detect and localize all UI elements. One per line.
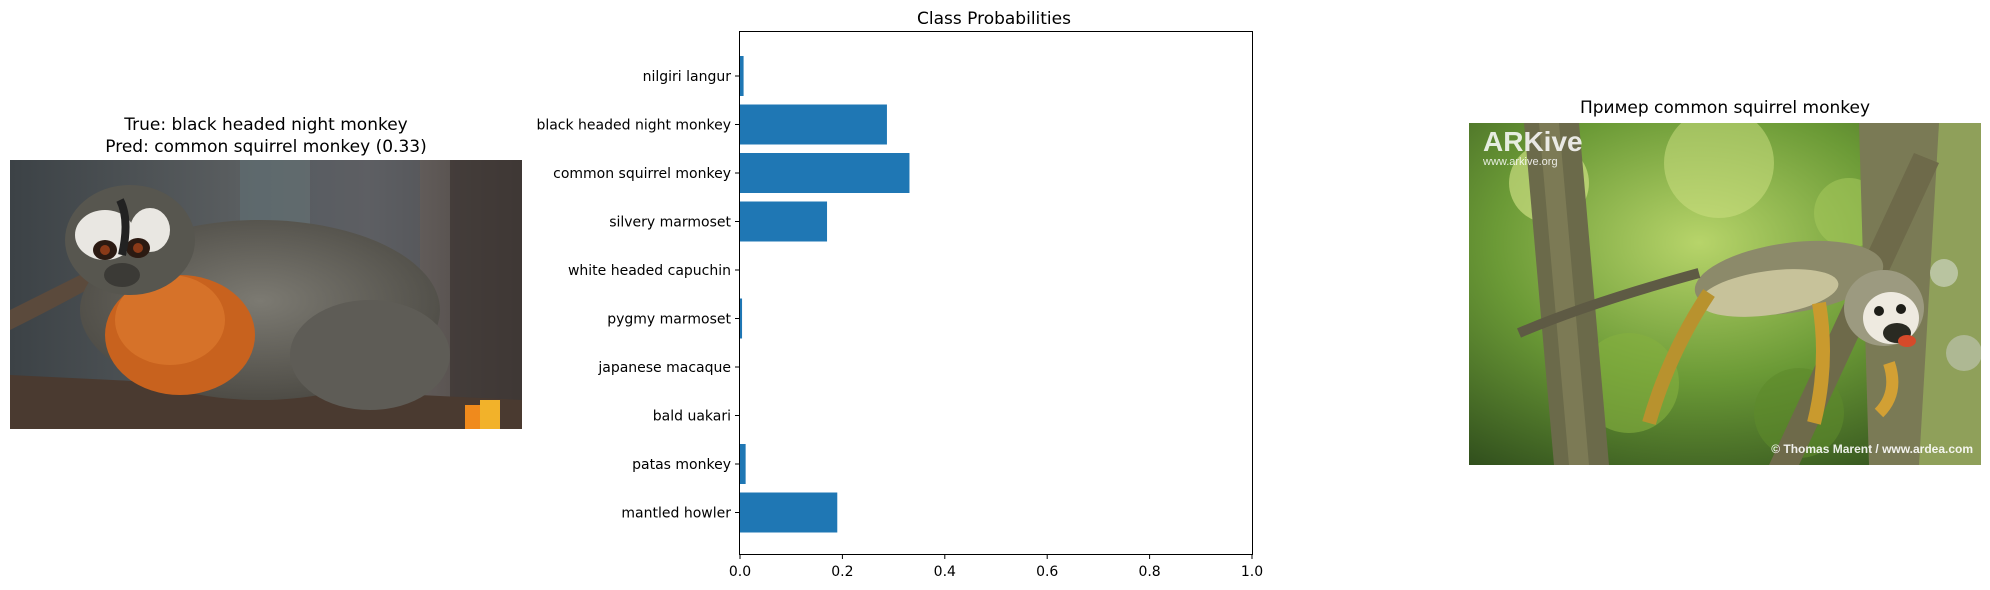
arkive-logo-text: ARKive: [1483, 126, 1583, 157]
bar-group: [740, 56, 910, 533]
arkive-url-text: www.arkive.org: [1482, 156, 1558, 168]
bar: [740, 104, 887, 145]
y-tick-label: silvery marmoset: [609, 215, 731, 231]
true-label: True: black headed night monkey: [124, 115, 408, 135]
bar: [740, 153, 910, 193]
bar: [740, 201, 828, 242]
x-tick-label: 1.0: [1241, 564, 1263, 580]
y-tick-label: patas monkey: [632, 457, 731, 473]
y-tick-label: mantled howler: [621, 506, 731, 522]
y-tick-label: pygmy marmoset: [607, 312, 731, 328]
squirrel-monkey-image: ARKive www.arkive.org © Thomas Marent / …: [1469, 123, 1981, 465]
x-tick-label: 0.0: [729, 564, 751, 580]
x-tick-label: 0.4: [934, 564, 956, 580]
y-tick-label: common squirrel monkey: [553, 166, 731, 182]
y-tick-label: black headed night monkey: [536, 118, 731, 134]
x-tick-label: 0.2: [831, 564, 853, 580]
bar: [740, 492, 838, 533]
plot-frame: [739, 31, 1253, 555]
bar: [740, 444, 746, 484]
x-tick-label: 0.6: [1036, 564, 1058, 580]
chart-title: Class Probabilities: [917, 9, 1071, 29]
photo-credit-text: © Thomas Marent / www.ardea.com: [1771, 442, 1973, 456]
bar: [740, 298, 743, 339]
example-title: Пример common squirrel monkey: [1579, 98, 1871, 118]
y-tick-labels: nilgiri langur black headed night monkey c…: [536, 69, 740, 522]
left-panel-title: True: black headed night monkey Pred: co…: [10, 114, 522, 158]
y-tick-label: nilgiri langur: [643, 69, 732, 85]
x-tick-label: 0.8: [1138, 564, 1160, 580]
night-monkey-image: [10, 160, 522, 429]
y-tick-label: white headed capuchin: [568, 263, 731, 279]
night-monkey-photo: [10, 160, 522, 429]
bar: [740, 56, 744, 96]
x-ticks: 0.0 0.2 0.4 0.6 0.8 1.0: [729, 554, 1263, 580]
y-tick-label: japanese macaque: [597, 360, 731, 376]
y-tick-label: bald uakari: [653, 409, 731, 425]
pred-label: Pred: common squirrel monkey (0.33): [105, 137, 427, 157]
squirrel-monkey-photo: ARKive www.arkive.org © Thomas Marent / …: [1469, 123, 1981, 465]
